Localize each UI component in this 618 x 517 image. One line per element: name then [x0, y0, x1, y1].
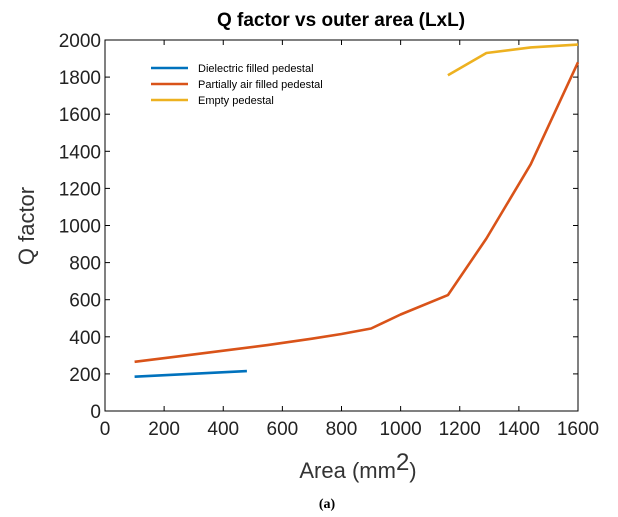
x-tick-label: 800: [326, 419, 358, 440]
y-tick-label: 1200: [59, 179, 101, 200]
y-tick-label: 1800: [59, 68, 101, 89]
y-axis-label: Q factor: [14, 187, 39, 265]
y-tick-label: 1600: [59, 105, 101, 126]
x-tick-label: 400: [207, 419, 239, 440]
plot-area: 0 200 400 600 800 1000 1200 1400 1600 1800 2000 0 20…: [59, 31, 599, 440]
legend-label-1: Dielectric filled pedestal: [198, 63, 314, 75]
x-axis-label-main: Area (mm: [299, 458, 396, 483]
chart-title: Q factor vs outer area (LxL): [217, 10, 465, 31]
y-tick-label: 2000: [59, 31, 101, 52]
y-tick-label: 1400: [59, 142, 101, 163]
x-tick-label: 1200: [439, 419, 481, 440]
y-tick-label: 1000: [59, 217, 101, 238]
x-tick-label: 600: [267, 419, 299, 440]
x-tick-label: 1400: [498, 419, 540, 440]
y-tick-label: 200: [69, 365, 101, 386]
x-tick-label: 200: [148, 419, 180, 440]
y-tick-label: 600: [69, 291, 101, 312]
y-tick-label: 800: [69, 254, 101, 275]
x-axis-label-close: ): [409, 458, 416, 483]
series-line-3: [447, 43, 579, 77]
x-tick-label: 1000: [379, 419, 421, 440]
x-axis-label-superscript: 2: [396, 449, 409, 476]
x-tick-label: 0: [100, 419, 111, 440]
y-tick-label: 0: [90, 402, 101, 423]
legend-label-3: Empty pedestal: [198, 95, 274, 107]
y-tick-label: 400: [69, 328, 101, 349]
series-line-2: [134, 61, 580, 364]
figure-caption: (a): [319, 497, 336, 512]
series-line-1: [134, 369, 247, 378]
legend-label-2: Partially air filled pedestal: [198, 79, 323, 91]
x-tick-label: 1600: [557, 419, 599, 440]
x-axis-label: Area (mm2): [299, 449, 416, 483]
